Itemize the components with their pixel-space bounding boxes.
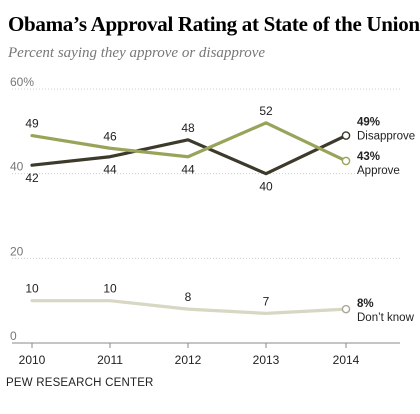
data-label-approve-2013: 52	[259, 104, 273, 118]
series-lines	[30, 121, 351, 315]
data-label-approve-2011: 46	[103, 129, 117, 143]
chart-subtitle: Percent saying they approve or disapprov…	[8, 45, 266, 61]
data-label-approve-2012: 44	[181, 163, 195, 177]
end-name-approve: Approve	[357, 165, 400, 177]
data-label-approve-2010: 49	[25, 117, 39, 131]
axis-ticks: 0 20 40 60% 2010 2011 2012 2013 2014	[10, 75, 360, 367]
series-end-marker-approve	[341, 156, 351, 166]
x-tick-label-2011: 2011	[97, 353, 123, 367]
x-tick-label-2013: 2013	[253, 353, 280, 367]
data-label-disapprove-2013: 40	[259, 180, 273, 194]
end-name-dontknow: Don’t know	[357, 312, 415, 324]
end-value-dontknow: 8%	[357, 298, 374, 310]
data-label-disapprove-2012: 48	[181, 121, 195, 135]
gridlines	[12, 88, 400, 344]
series-end-marker-disapprove	[341, 131, 351, 140]
chart-title: Obama’s Approval Rating at State of the …	[8, 12, 420, 36]
series-line-dontknow	[30, 299, 348, 315]
data-label-dontknow-2012: 8	[185, 290, 192, 304]
data-label-dontknow-2013: 7	[263, 294, 270, 308]
x-tick-label-2014: 2014	[333, 353, 360, 367]
x-tick-label-2012: 2012	[175, 353, 202, 367]
series-line-approve	[30, 121, 348, 163]
data-label-disapprove-2010: 42	[25, 171, 39, 185]
data-label-dontknow-2011: 10	[103, 282, 117, 296]
data-label-disapprove-2011: 44	[103, 163, 117, 177]
data-labels: 10 10 8 7 8% Don’t know 42 44 48 40 49% Disapprove 4…	[25, 104, 415, 324]
y-tick-label-40: 40	[10, 160, 24, 174]
y-tick-label-60: 60%	[10, 75, 34, 89]
end-value-approve: 43%	[357, 151, 380, 163]
y-tick-label-0: 0	[10, 329, 17, 343]
series-end-marker-dontknow	[341, 304, 351, 314]
data-label-dontknow-2010: 10	[25, 282, 39, 296]
y-tick-label-20: 20	[10, 244, 24, 258]
end-value-disapprove: 49%	[357, 117, 380, 129]
end-name-disapprove: Disapprove	[357, 131, 415, 143]
source-footer: PEW RESEARCH CENTER	[6, 377, 154, 389]
x-tick-label-2010: 2010	[19, 353, 46, 367]
series-line-disapprove	[30, 133, 348, 176]
